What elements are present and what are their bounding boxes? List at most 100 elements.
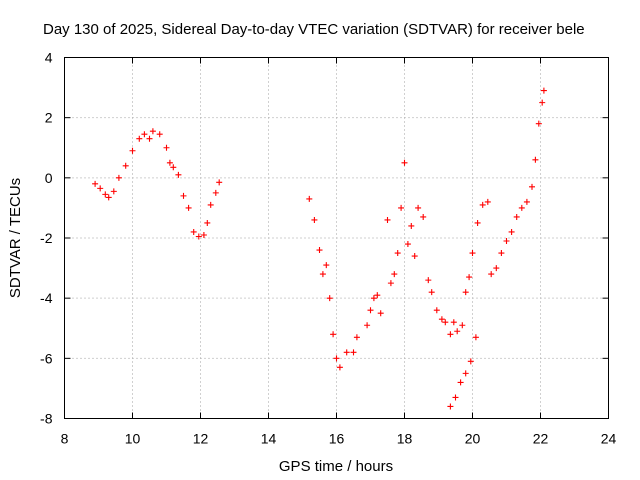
data-point	[146, 135, 153, 142]
data-point	[415, 204, 422, 211]
data-point	[115, 174, 122, 181]
data-point	[420, 213, 427, 220]
data-point	[97, 185, 104, 192]
data-point	[141, 131, 148, 138]
data-point	[92, 180, 99, 187]
data-point	[185, 204, 192, 211]
x-tick-label: 16	[329, 431, 345, 447]
data-point	[452, 394, 459, 401]
data-point	[195, 233, 202, 240]
data-point	[204, 219, 211, 226]
data-point	[364, 322, 371, 329]
data-point	[170, 164, 177, 171]
series-arc-4	[364, 216, 398, 329]
series-arc-3	[306, 195, 360, 371]
data-point	[466, 274, 473, 281]
data-point	[136, 135, 143, 142]
data-point	[540, 87, 547, 94]
x-tick-label: 8	[61, 431, 69, 447]
x-tick-label: 10	[125, 431, 141, 447]
data-point	[472, 334, 479, 341]
data-point	[447, 331, 454, 338]
data-point	[156, 131, 163, 138]
data-point	[384, 216, 391, 223]
x-tick-label: 24	[601, 431, 617, 447]
y-axis-title: SDTVAR / TECUs	[7, 178, 24, 298]
data-point	[459, 322, 466, 329]
data-point	[503, 238, 510, 245]
x-tick-label: 20	[465, 431, 481, 447]
data-point	[102, 191, 109, 198]
data-point	[479, 201, 486, 208]
data-point	[367, 307, 374, 314]
data-point	[180, 192, 187, 199]
series-arc-6	[447, 198, 491, 338]
data-point	[523, 198, 530, 205]
data-point	[508, 228, 515, 235]
data-point	[513, 213, 520, 220]
data-point	[149, 128, 156, 135]
data-point	[474, 219, 481, 226]
data-point	[163, 144, 170, 151]
data-point	[425, 277, 432, 284]
data-point	[323, 262, 330, 269]
data-point	[498, 250, 505, 257]
data-point	[207, 201, 214, 208]
data-point	[306, 195, 313, 202]
y-tick-labels: -8 -6 -4 -2 0 2 4	[40, 50, 53, 427]
plot-frame	[64, 57, 609, 419]
y-tick-label: -4	[40, 290, 53, 306]
x-tick-label: 14	[261, 431, 277, 447]
x-tick-label: 22	[533, 431, 549, 447]
data-point	[484, 198, 491, 205]
data-point	[462, 370, 469, 377]
data-point	[398, 204, 405, 211]
data-point	[529, 183, 535, 190]
data-point	[535, 120, 542, 127]
data-point	[353, 334, 360, 341]
data-point	[532, 156, 539, 163]
data-point	[442, 319, 449, 326]
data-point	[110, 188, 117, 195]
series-arc-7	[447, 334, 479, 410]
data-point	[129, 147, 136, 154]
y-tick-label: -6	[40, 350, 53, 366]
data-point	[394, 250, 401, 257]
data-point	[374, 292, 381, 299]
data-point	[319, 271, 326, 278]
data-point	[457, 379, 464, 386]
data-point	[539, 99, 546, 106]
data-point	[343, 349, 350, 356]
data-point	[311, 216, 318, 223]
data-point	[336, 364, 343, 371]
data-point	[370, 295, 377, 302]
y-tick-label: 4	[45, 50, 53, 66]
data-point	[433, 307, 440, 314]
data-point	[411, 253, 418, 260]
series-arc-5	[394, 159, 449, 326]
data-point	[447, 403, 454, 410]
series-arc-8	[488, 87, 547, 278]
y-tick-label: 2	[45, 110, 53, 126]
data-point	[166, 159, 173, 166]
data-point	[428, 289, 435, 296]
data-point	[105, 194, 112, 201]
data-point	[450, 319, 457, 326]
data-point	[401, 159, 408, 166]
x-tick-label: 18	[397, 431, 413, 447]
data-point	[493, 265, 500, 272]
series-arc-2	[163, 144, 223, 240]
y-tick-label: -2	[40, 230, 53, 246]
data-point	[438, 316, 445, 323]
data-points	[92, 87, 547, 410]
data-point	[387, 280, 394, 287]
data-point	[469, 250, 476, 257]
data-point	[404, 241, 411, 248]
data-point	[350, 349, 357, 356]
data-point	[488, 271, 495, 278]
data-point	[330, 331, 337, 338]
data-point	[391, 271, 398, 278]
data-point	[326, 295, 333, 302]
data-point	[462, 289, 469, 296]
data-point	[190, 228, 197, 235]
